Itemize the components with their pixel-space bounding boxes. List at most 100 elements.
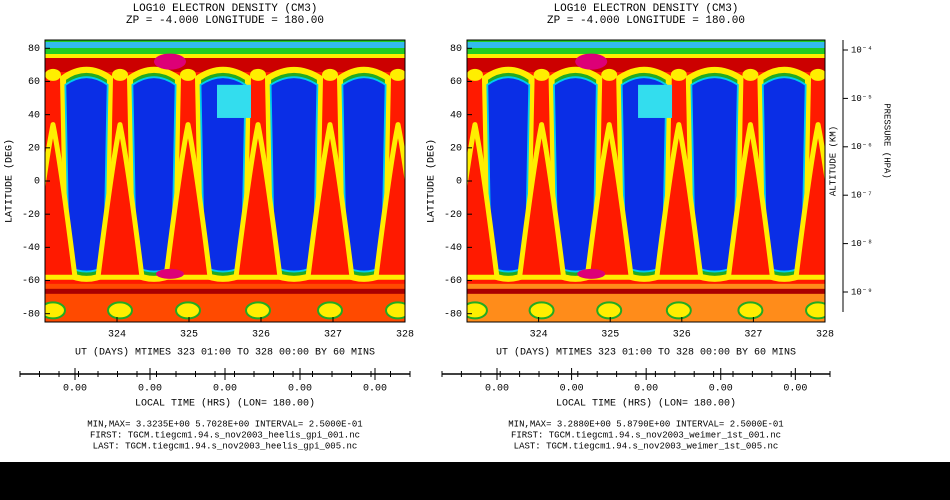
lt-tick-label: 0.00 xyxy=(213,384,237,395)
contour-fill xyxy=(793,122,825,280)
contour-fill xyxy=(467,68,483,81)
contour-fill xyxy=(385,301,405,320)
contour-fill xyxy=(107,301,133,320)
contour-fill xyxy=(317,301,343,320)
y-tick-label: 0 xyxy=(34,177,40,188)
contour-fill xyxy=(761,76,807,273)
y2-tick-label: 10⁻⁹ xyxy=(851,287,873,297)
contour-fill xyxy=(654,122,704,280)
y2-tick-label: 10⁻⁶ xyxy=(851,142,873,152)
chart-subtitle: ZP = -4.000 LONGITUDE = 180.00 xyxy=(126,15,324,27)
y2-tick-label: 10⁻⁴ xyxy=(851,44,873,55)
contour-fill xyxy=(533,68,550,81)
lt-tick-label: 0.00 xyxy=(783,384,807,395)
lt-tick-label: 0.00 xyxy=(138,384,162,395)
contour-fill xyxy=(486,76,531,273)
contour-fill xyxy=(390,68,405,81)
contour-fill xyxy=(322,68,338,81)
y-axis-label: LATITUDE (DEG) xyxy=(426,139,438,223)
contour-fill xyxy=(64,76,109,273)
x-axis-label: UT (DAYS) MTIMES 323 01:00 TO 328 00:00 … xyxy=(75,347,375,359)
note: FIRST: TGCM.tiegcm1.94.s_nov2003_weimer_… xyxy=(511,430,781,440)
lt-tick-label: 0.00 xyxy=(560,384,584,395)
x-tick-label: 326 xyxy=(252,330,270,341)
y-tick-label: 80 xyxy=(28,44,40,55)
lt-tick-label: 0.00 xyxy=(363,384,387,395)
contour-fill xyxy=(737,301,764,320)
y-tick-label: 0 xyxy=(456,177,462,188)
contour-fill xyxy=(553,76,598,273)
note: LAST: TGCM.tiegcm1.94.s_nov2003_weimer_1… xyxy=(514,441,779,451)
note: MIN,MAX= 3.2880E+00 5.8790E+00 INTERVAL=… xyxy=(508,419,783,429)
contour-fill xyxy=(467,54,825,58)
contour-fill xyxy=(725,122,775,280)
x-tick-label: 328 xyxy=(396,330,414,341)
contour-fill xyxy=(341,76,387,273)
contour-fill xyxy=(517,122,567,280)
lt-axis-label: LOCAL TIME (HRS) (LON= 180.00) xyxy=(556,398,736,410)
contour-fill xyxy=(233,122,283,280)
lt-tick-label: 0.00 xyxy=(709,384,733,395)
contour-fill xyxy=(575,53,608,70)
contour-fill xyxy=(45,42,405,48)
contour-fill xyxy=(665,301,692,320)
note: MIN,MAX= 3.3235E+00 5.7028E+00 INTERVAL=… xyxy=(87,419,362,429)
y-tick-label: -20 xyxy=(444,210,462,221)
contour-fill xyxy=(45,54,405,58)
contour-fill xyxy=(467,58,825,72)
y-tick-label: -60 xyxy=(444,276,462,287)
y2-axis-label: PRESSURE (HPA) xyxy=(882,103,892,179)
contour-fill xyxy=(810,68,825,81)
y-tick-label: 40 xyxy=(28,110,40,121)
contour-fill xyxy=(467,301,488,320)
contour-fill xyxy=(670,68,687,81)
contour-fill xyxy=(131,76,177,273)
y2-tick-label: 10⁻⁵ xyxy=(851,94,873,104)
contour-fill xyxy=(180,68,196,81)
y-tick-label: -40 xyxy=(444,243,462,254)
contour-fill xyxy=(467,122,500,280)
x-tick-label: 324 xyxy=(108,330,126,341)
contour-fill xyxy=(601,68,618,81)
contour-fill xyxy=(584,122,634,280)
y-tick-label: 60 xyxy=(28,77,40,88)
lt-tick-label: 0.00 xyxy=(288,384,312,395)
chart-subtitle: ZP = -4.000 LONGITUDE = 180.00 xyxy=(547,15,745,27)
contour-fill xyxy=(45,58,405,72)
contour-fill xyxy=(156,268,184,279)
lt-tick-label: 0.00 xyxy=(485,384,509,395)
contour-fill xyxy=(163,122,213,280)
contour-fill xyxy=(305,122,355,280)
contour-fill xyxy=(638,84,673,118)
contour-fill xyxy=(250,68,266,81)
y-tick-label: -80 xyxy=(22,309,40,320)
contour-fill xyxy=(742,68,759,81)
y-tick-label: -80 xyxy=(444,309,462,320)
x-tick-label: 325 xyxy=(180,330,198,341)
contour-fill xyxy=(373,122,405,280)
y-tick-label: 20 xyxy=(28,143,40,154)
contour-fill xyxy=(245,301,271,320)
contour-fill xyxy=(217,84,251,118)
lt-axis-label: LOCAL TIME (HRS) (LON= 180.00) xyxy=(135,398,315,410)
contour-field xyxy=(45,40,405,322)
contour-fill xyxy=(528,301,555,320)
contour-fill xyxy=(175,301,201,320)
lt-tick-label: 0.00 xyxy=(63,384,87,395)
note: FIRST: TGCM.tiegcm1.94.s_nov2003_heelis_… xyxy=(90,430,360,440)
contour-fill xyxy=(45,288,405,294)
chart-title: LOG10 ELECTRON DENSITY (CM3) xyxy=(554,3,739,15)
chart-title: LOG10 ELECTRON DENSITY (CM3) xyxy=(133,3,318,15)
lt-tick-label: 0.00 xyxy=(634,384,658,395)
y-tick-label: -60 xyxy=(22,276,40,287)
x-tick-label: 327 xyxy=(744,330,762,341)
contour-fill xyxy=(154,53,186,70)
y-axis-label: LATITUDE (DEG) xyxy=(4,139,16,223)
x-tick-label: 324 xyxy=(530,330,548,341)
contour-field xyxy=(467,40,825,322)
contour-fill xyxy=(596,301,623,320)
x-tick-label: 327 xyxy=(324,330,342,341)
x-tick-label: 325 xyxy=(601,330,619,341)
